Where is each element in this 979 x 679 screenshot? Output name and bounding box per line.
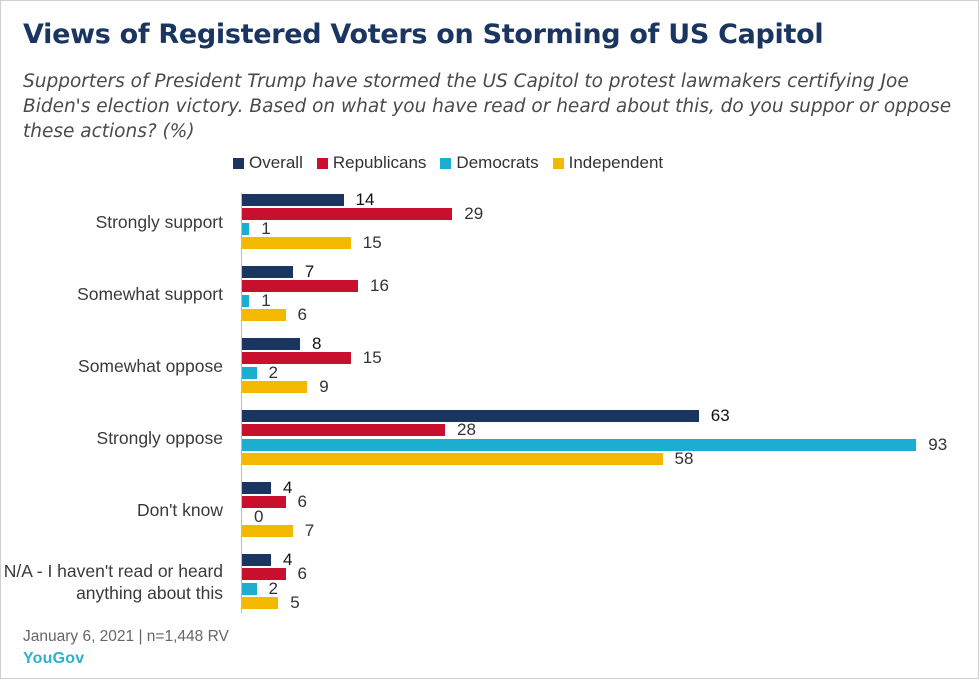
value-label-overall-don-t-know: 4	[283, 478, 293, 497]
brand-logo: YouGov	[23, 650, 85, 667]
category-label-somewhat-oppose: Somewhat oppose	[78, 355, 223, 376]
legend-item-democrats: Democrats	[440, 153, 539, 173]
category-label-n-a-i-haven-t-read-or-heard-anything-about-this: N/A - I haven't read or heard anything a…	[3, 560, 223, 603]
bar-republicans-somewhat-support	[242, 280, 358, 293]
value-label-independent-strongly-oppose: 58	[674, 449, 694, 469]
category-label-strongly-oppose: Strongly oppose	[96, 427, 223, 448]
bar-overall-strongly-oppose	[242, 410, 699, 422]
bar-overall-somewhat-oppose	[242, 338, 300, 350]
value-label-republicans-n-a-i-haven-t-read-or-heard-anything-about-this: 6	[297, 564, 307, 584]
category-axis-line	[241, 193, 242, 613]
value-label-independent-somewhat-support: 6	[297, 305, 307, 325]
chart-title: Views of Registered Voters on Storming o…	[23, 19, 824, 50]
value-label-overall-strongly-support: 14	[355, 190, 375, 209]
legend-item-republicans: Republicans	[316, 153, 427, 173]
legend-swatch-independent	[552, 157, 564, 169]
chart-legend: Overall Republicans Democrats Independent	[233, 152, 677, 174]
bar-republicans-somewhat-oppose	[242, 352, 351, 365]
bar-independent-don-t-know	[242, 525, 293, 538]
legend-label-overall: Overall	[249, 153, 303, 172]
value-label-independent-strongly-support: 15	[362, 233, 382, 253]
category-label-don-t-know: Don't know	[136, 499, 223, 520]
legend-swatch-democrats	[440, 157, 452, 169]
value-label-democrats-somewhat-support: 1	[261, 290, 271, 310]
footer-note: January 6, 2021 | n=1,448 RV	[23, 628, 229, 645]
value-label-overall-strongly-oppose: 63	[710, 406, 730, 425]
bar-democrats-somewhat-oppose	[242, 366, 257, 379]
value-label-democrats-n-a-i-haven-t-read-or-heard-anything-about-this: 2	[268, 578, 278, 598]
bar-overall-somewhat-support	[242, 266, 293, 278]
value-label-republicans-somewhat-oppose: 15	[362, 348, 382, 368]
value-label-republicans-somewhat-support: 16	[370, 276, 389, 296]
bar-independent-somewhat-oppose	[242, 381, 308, 394]
legend-swatch-overall	[233, 157, 244, 169]
bar-democrats-n-a-i-haven-t-read-or-heard-anything-about-this	[242, 582, 257, 595]
chart-subtitle: Supporters of President Trump have storm…	[23, 71, 952, 142]
value-label-republicans-strongly-support: 29	[464, 204, 484, 224]
value-label-democrats-strongly-support: 1	[261, 218, 271, 238]
bar-republicans-strongly-support	[242, 208, 453, 221]
bar-democrats-strongly-support	[242, 222, 250, 235]
bar-democrats-strongly-oppose	[242, 438, 917, 451]
legend-swatch-republicans	[316, 157, 328, 169]
value-label-overall-somewhat-oppose: 8	[312, 334, 322, 353]
category-label-somewhat-support: Somewhat support	[77, 283, 223, 304]
legend-item-overall: Overall	[233, 153, 303, 173]
bar-independent-strongly-oppose	[242, 453, 663, 466]
legend-label-republicans: Republicans	[332, 153, 427, 172]
bar-republicans-strongly-oppose	[242, 424, 445, 437]
bar-independent-n-a-i-haven-t-read-or-heard-anything-about-this	[242, 597, 279, 610]
value-label-republicans-strongly-oppose: 28	[457, 420, 476, 440]
bar-overall-strongly-support	[242, 194, 344, 206]
legend-label-democrats: Democrats	[456, 153, 539, 172]
value-label-democrats-strongly-oppose: 93	[928, 434, 948, 454]
bar-independent-strongly-support	[242, 237, 351, 250]
bar-overall-don-t-know	[242, 482, 271, 494]
value-label-independent-n-a-i-haven-t-read-or-heard-anything-about-this: 5	[290, 593, 300, 613]
category-label-strongly-support: Strongly support	[95, 211, 223, 232]
value-label-overall-somewhat-support: 7	[304, 262, 315, 281]
legend-label-independent: Independent	[568, 153, 664, 172]
value-label-overall-n-a-i-haven-t-read-or-heard-anything-about-this: 4	[283, 550, 293, 569]
value-label-democrats-somewhat-oppose: 2	[268, 362, 278, 382]
bar-republicans-don-t-know	[242, 496, 286, 509]
bar-independent-somewhat-support	[242, 309, 286, 322]
value-label-independent-don-t-know: 7	[304, 521, 315, 541]
value-label-democrats-don-t-know: 0	[254, 506, 264, 526]
bar-republicans-n-a-i-haven-t-read-or-heard-anything-about-this	[242, 568, 286, 581]
value-label-independent-somewhat-oppose: 9	[319, 377, 329, 397]
value-label-republicans-don-t-know: 6	[297, 492, 307, 512]
bar-overall-n-a-i-haven-t-read-or-heard-anything-about-this	[242, 554, 271, 566]
legend-item-independent: Independent	[552, 153, 664, 173]
bar-democrats-somewhat-support	[242, 294, 250, 307]
